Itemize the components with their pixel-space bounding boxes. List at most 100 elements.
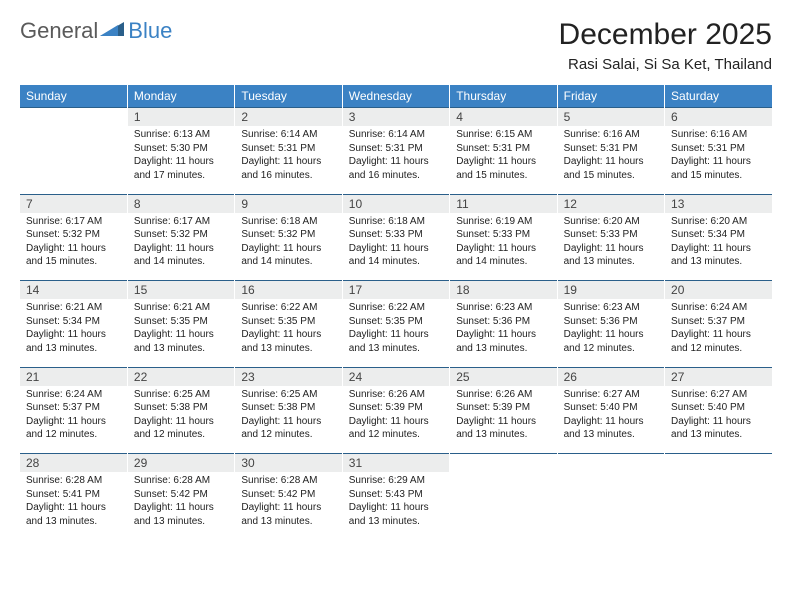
daylight-text: and 15 minutes. — [564, 169, 660, 183]
header: General Blue December 2025 Rasi Salai, S… — [20, 18, 772, 73]
daylight-text: and 13 minutes. — [241, 515, 337, 529]
sunrise-text: Sunrise: 6:19 AM — [456, 215, 552, 229]
daylight-text: Daylight: 11 hours — [671, 242, 768, 256]
daylight-text: Daylight: 11 hours — [564, 328, 660, 342]
day-cell — [665, 472, 772, 532]
sunset-text: Sunset: 5:40 PM — [564, 401, 660, 415]
content-row: Sunrise: 6:28 AMSunset: 5:41 PMDaylight:… — [20, 472, 772, 532]
day-cell: Sunrise: 6:25 AMSunset: 5:38 PMDaylight:… — [127, 386, 234, 454]
daylight-text: and 12 minutes. — [26, 428, 123, 442]
day-number: 9 — [235, 194, 342, 213]
daylight-text: Daylight: 11 hours — [671, 328, 768, 342]
daylight-text: and 12 minutes. — [671, 342, 768, 356]
daylight-text: Daylight: 11 hours — [349, 242, 445, 256]
title-block: December 2025 Rasi Salai, Si Sa Ket, Tha… — [559, 18, 772, 73]
daynum-row: 14151617181920 — [20, 281, 772, 300]
day-number: 10 — [342, 194, 449, 213]
daylight-text: Daylight: 11 hours — [564, 415, 660, 429]
day-number — [665, 454, 772, 473]
daylight-text: Daylight: 11 hours — [671, 155, 768, 169]
daylight-text: Daylight: 11 hours — [564, 242, 660, 256]
daylight-text: Daylight: 11 hours — [26, 415, 123, 429]
daylight-text: and 13 minutes. — [134, 342, 230, 356]
sunrise-text: Sunrise: 6:16 AM — [564, 128, 660, 142]
sunrise-text: Sunrise: 6:24 AM — [671, 301, 768, 315]
sunset-text: Sunset: 5:35 PM — [134, 315, 230, 329]
day-header: Saturday — [665, 85, 772, 108]
daylight-text: Daylight: 11 hours — [134, 415, 230, 429]
day-header: Monday — [127, 85, 234, 108]
daylight-text: Daylight: 11 hours — [349, 155, 445, 169]
sunset-text: Sunset: 5:42 PM — [134, 488, 230, 502]
day-number: 23 — [235, 367, 342, 386]
daylight-text: and 16 minutes. — [241, 169, 337, 183]
sunrise-text: Sunrise: 6:17 AM — [26, 215, 123, 229]
sunrise-text: Sunrise: 6:22 AM — [241, 301, 337, 315]
day-cell: Sunrise: 6:27 AMSunset: 5:40 PMDaylight:… — [557, 386, 664, 454]
sunrise-text: Sunrise: 6:23 AM — [564, 301, 660, 315]
daylight-text: and 12 minutes. — [134, 428, 230, 442]
daylight-text: Daylight: 11 hours — [456, 415, 552, 429]
day-number: 14 — [20, 281, 127, 300]
daylight-text: and 13 minutes. — [564, 428, 660, 442]
sunrise-text: Sunrise: 6:14 AM — [241, 128, 337, 142]
logo-text-general: General — [20, 18, 98, 44]
sunrise-text: Sunrise: 6:25 AM — [134, 388, 230, 402]
day-cell: Sunrise: 6:21 AMSunset: 5:34 PMDaylight:… — [20, 299, 127, 367]
day-cell: Sunrise: 6:29 AMSunset: 5:43 PMDaylight:… — [342, 472, 449, 532]
day-number: 4 — [450, 108, 557, 127]
sunset-text: Sunset: 5:35 PM — [241, 315, 337, 329]
sunset-text: Sunset: 5:33 PM — [564, 228, 660, 242]
sunset-text: Sunset: 5:32 PM — [134, 228, 230, 242]
sunset-text: Sunset: 5:33 PM — [456, 228, 552, 242]
daylight-text: and 13 minutes. — [349, 515, 445, 529]
day-number: 15 — [127, 281, 234, 300]
daylight-text: and 12 minutes. — [564, 342, 660, 356]
day-number: 7 — [20, 194, 127, 213]
daylight-text: Daylight: 11 hours — [456, 155, 552, 169]
day-cell: Sunrise: 6:26 AMSunset: 5:39 PMDaylight:… — [450, 386, 557, 454]
day-number: 20 — [665, 281, 772, 300]
content-row: Sunrise: 6:21 AMSunset: 5:34 PMDaylight:… — [20, 299, 772, 367]
sunrise-text: Sunrise: 6:20 AM — [671, 215, 768, 229]
daylight-text: Daylight: 11 hours — [349, 328, 445, 342]
sunrise-text: Sunrise: 6:17 AM — [134, 215, 230, 229]
sunrise-text: Sunrise: 6:18 AM — [241, 215, 337, 229]
logo-triangle-icon — [100, 20, 126, 43]
sunrise-text: Sunrise: 6:13 AM — [134, 128, 230, 142]
day-number: 30 — [235, 454, 342, 473]
sunset-text: Sunset: 5:36 PM — [456, 315, 552, 329]
day-number: 19 — [557, 281, 664, 300]
daylight-text: and 15 minutes. — [26, 255, 123, 269]
day-cell: Sunrise: 6:26 AMSunset: 5:39 PMDaylight:… — [342, 386, 449, 454]
sunrise-text: Sunrise: 6:15 AM — [456, 128, 552, 142]
daylight-text: and 12 minutes. — [349, 428, 445, 442]
day-cell: Sunrise: 6:22 AMSunset: 5:35 PMDaylight:… — [342, 299, 449, 367]
sunset-text: Sunset: 5:39 PM — [456, 401, 552, 415]
day-number: 12 — [557, 194, 664, 213]
sunset-text: Sunset: 5:40 PM — [671, 401, 768, 415]
content-row: Sunrise: 6:24 AMSunset: 5:37 PMDaylight:… — [20, 386, 772, 454]
day-cell: Sunrise: 6:17 AMSunset: 5:32 PMDaylight:… — [20, 213, 127, 281]
daylight-text: Daylight: 11 hours — [26, 328, 123, 342]
day-header: Thursday — [450, 85, 557, 108]
daylight-text: Daylight: 11 hours — [564, 155, 660, 169]
daylight-text: and 13 minutes. — [564, 255, 660, 269]
day-number: 18 — [450, 281, 557, 300]
sunset-text: Sunset: 5:31 PM — [671, 142, 768, 156]
day-number: 3 — [342, 108, 449, 127]
day-cell — [20, 126, 127, 194]
daylight-text: Daylight: 11 hours — [134, 328, 230, 342]
day-cell: Sunrise: 6:23 AMSunset: 5:36 PMDaylight:… — [450, 299, 557, 367]
daylight-text: Daylight: 11 hours — [134, 242, 230, 256]
daylight-text: and 13 minutes. — [456, 342, 552, 356]
daylight-text: and 13 minutes. — [134, 515, 230, 529]
daylight-text: and 13 minutes. — [671, 255, 768, 269]
day-cell: Sunrise: 6:24 AMSunset: 5:37 PMDaylight:… — [665, 299, 772, 367]
sunrise-text: Sunrise: 6:23 AM — [456, 301, 552, 315]
sunrise-text: Sunrise: 6:26 AM — [349, 388, 445, 402]
day-number — [450, 454, 557, 473]
day-cell: Sunrise: 6:13 AMSunset: 5:30 PMDaylight:… — [127, 126, 234, 194]
day-header: Wednesday — [342, 85, 449, 108]
day-number: 8 — [127, 194, 234, 213]
